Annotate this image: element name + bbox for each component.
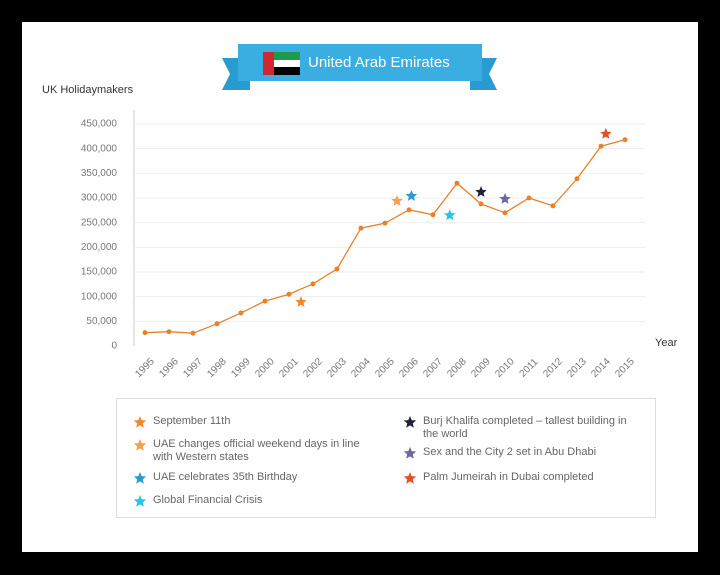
x-axis-label: Year [655,337,678,349]
point [574,176,580,182]
y-tick-label: 50,000 [86,316,117,327]
legend-item: September 11th [133,415,363,429]
event-star [295,296,307,307]
chart-title: United Arab Emirates [308,54,450,71]
legend-item: UAE celebrates 35th Birthday [133,471,363,485]
legend-star [133,495,147,507]
legend-star [403,472,417,484]
legend-label: Global Financial Crisis [153,494,263,506]
y-tick-label: 200,000 [81,242,118,253]
legend-label: Palm Jumeirah in Dubai completed [423,471,594,483]
y-tick-label: 100,000 [81,291,118,302]
point [286,291,292,297]
legend-item: Global Financial Crisis [133,494,363,508]
legend-label: Burj Khalifa completed – tallest buildin… [423,415,627,440]
point [382,220,388,226]
legend-star [403,447,417,459]
point [166,329,172,335]
legend-icon [133,439,147,451]
legend-label: UAE changes official weekend days in lin… [153,438,360,463]
legend-star [133,416,147,428]
legend-star [133,439,147,451]
point [550,203,556,209]
point [526,195,532,201]
legend-item: Sex and the City 2 set in Abu Dhabi [403,446,643,460]
y-tick-label: 450,000 [81,119,118,130]
event-star [499,193,511,204]
event-star [475,186,487,197]
legend-item: Burj Khalifa completed – tallest buildin… [403,415,643,441]
point [190,330,196,336]
flag-red [263,52,274,75]
y-tick-label: 300,000 [81,193,118,204]
legend-label: UAE celebrates 35th Birthday [153,471,298,483]
y-tick-label: 400,000 [81,143,118,154]
y-axis-label: UK Holidaymakers [42,84,134,96]
event-star [444,209,456,221]
legend-icon [133,495,147,507]
legend: September 11th UAE changes official weeke… [116,398,656,518]
legend-item: Palm Jumeirah in Dubai completed [403,471,643,485]
legend-icon [403,447,417,459]
y-tick-label: 0 [111,341,117,352]
legend-icon [133,416,147,428]
point [142,330,148,336]
legend-star [133,472,147,484]
point [262,298,268,304]
legend-star [403,416,417,428]
legend-label: September 11th [153,415,231,427]
point [598,143,604,149]
legend-icon [403,472,417,484]
point [406,207,412,213]
legend-icon [403,416,417,428]
event-star [600,127,612,139]
point [502,210,508,216]
legend-item: UAE changes official weekend days in lin… [133,438,363,464]
y-tick-label: 250,000 [81,217,118,228]
point [334,266,340,272]
y-tick-label: 350,000 [81,168,118,179]
event-star [405,190,418,201]
event-star [391,195,403,206]
panel [22,22,698,552]
flag-green [274,52,300,60]
legend-icon [133,472,147,484]
point [214,321,220,327]
point [430,212,436,218]
point [310,281,316,287]
legend-label: Sex and the City 2 set in Abu Dhabi [423,446,597,458]
flag-white [274,60,300,67]
point [478,201,484,207]
point [454,180,460,186]
y-tick-label: 150,000 [81,267,118,278]
point [358,225,364,231]
flag-black [274,67,300,75]
point [622,137,628,143]
point [238,310,244,316]
